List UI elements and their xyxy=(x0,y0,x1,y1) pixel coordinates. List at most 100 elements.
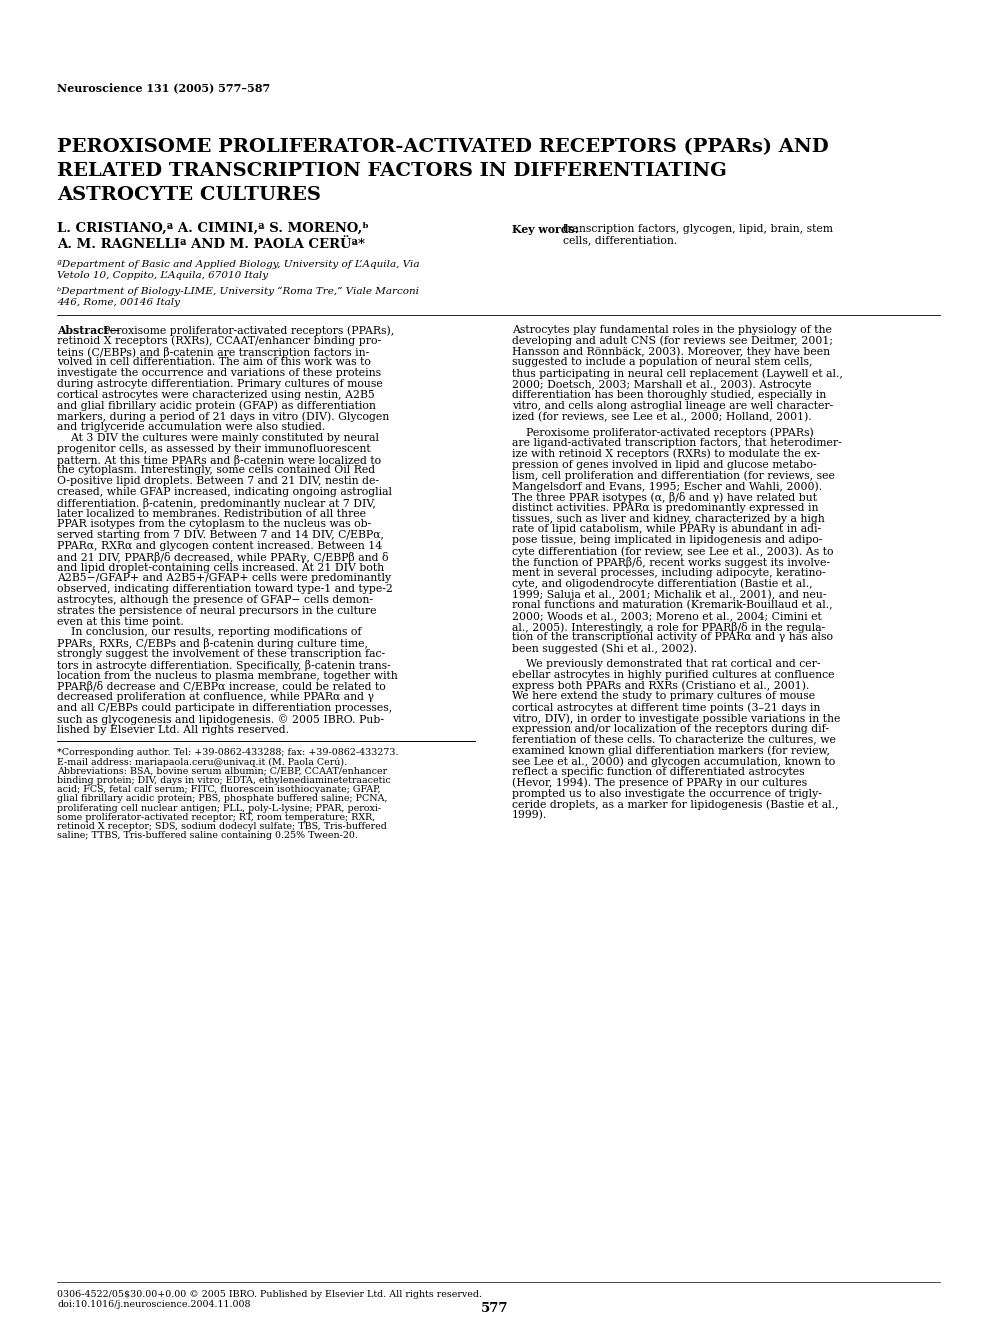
Text: and 21 DIV, PPARβ/δ decreased, while PPARγ, C/EBPβ and δ: and 21 DIV, PPARβ/δ decreased, while PPA… xyxy=(57,552,388,562)
Text: Peroxisome proliferator-activated receptors (PPARs): Peroxisome proliferator-activated recept… xyxy=(512,428,814,438)
Text: ize with retinoid X receptors (RXRs) to modulate the ex-: ize with retinoid X receptors (RXRs) to … xyxy=(512,449,820,459)
Text: At 3 DIV the cultures were mainly constituted by neural: At 3 DIV the cultures were mainly consti… xyxy=(57,433,379,444)
Text: 2000; Doetsch, 2003; Marshall et al., 2003). Astrocyte: 2000; Doetsch, 2003; Marshall et al., 20… xyxy=(512,379,812,389)
Text: see Lee et al., 2000) and glycogen accumulation, known to: see Lee et al., 2000) and glycogen accum… xyxy=(512,756,836,767)
Text: ᵇDepartment of Biology-LIME, University “Roma Tre,” Viale Marconi: ᵇDepartment of Biology-LIME, University … xyxy=(57,286,419,296)
Text: ªDepartment of Basic and Applied Biology, University of L’Aquila, Via: ªDepartment of Basic and Applied Biology… xyxy=(57,260,420,269)
Text: tion of the transcriptional activity of PPARα and γ has also: tion of the transcriptional activity of … xyxy=(512,632,833,643)
Text: Vetolo 10, Coppito, L’Aquila, 67010 Italy: Vetolo 10, Coppito, L’Aquila, 67010 Ital… xyxy=(57,271,268,280)
Text: pose tissue, being implicated in lipidogenesis and adipo-: pose tissue, being implicated in lipidog… xyxy=(512,535,823,545)
Text: PPAR isotypes from the cytoplasm to the nucleus was ob-: PPAR isotypes from the cytoplasm to the … xyxy=(57,519,371,529)
Text: rate of lipid catabolism, while PPARγ is abundant in adi-: rate of lipid catabolism, while PPARγ is… xyxy=(512,524,821,535)
Text: been suggested (Shi et al., 2002).: been suggested (Shi et al., 2002). xyxy=(512,643,697,653)
Text: Neuroscience 131 (2005) 577–587: Neuroscience 131 (2005) 577–587 xyxy=(57,82,270,92)
Text: reflect a specific function of differentiated astrocytes: reflect a specific function of different… xyxy=(512,767,805,777)
Text: acid; FCS, fetal calf serum; FITC, fluorescein isothiocyanate; GFAP,: acid; FCS, fetal calf serum; FITC, fluor… xyxy=(57,785,380,795)
Text: location from the nucleus to plasma membrane, together with: location from the nucleus to plasma memb… xyxy=(57,671,398,681)
Text: the cytoplasm. Interestingly, some cells contained Oil Red: the cytoplasm. Interestingly, some cells… xyxy=(57,466,375,475)
Text: 446, Rome, 00146 Italy: 446, Rome, 00146 Italy xyxy=(57,298,180,308)
Text: such as glycogenesis and lipidogenesis. © 2005 IBRO. Pub-: such as glycogenesis and lipidogenesis. … xyxy=(57,714,384,725)
Text: examined known glial differentiation markers (for review,: examined known glial differentiation mar… xyxy=(512,746,830,756)
Text: E-mail address: mariapaola.ceru@univaq.it (M. Paola Cerú).: E-mail address: mariapaola.ceru@univaq.i… xyxy=(57,758,347,767)
Text: strongly suggest the involvement of these transcription fac-: strongly suggest the involvement of thes… xyxy=(57,649,385,659)
Text: cortical astrocytes were characterized using nestin, A2B5: cortical astrocytes were characterized u… xyxy=(57,389,375,400)
Text: developing and adult CNS (for reviews see Deitmer, 2001;: developing and adult CNS (for reviews se… xyxy=(512,335,833,346)
Text: cyte, and oligodendrocyte differentiation (Bastie et al.,: cyte, and oligodendrocyte differentiatio… xyxy=(512,578,813,589)
Text: Mangelsdorf and Evans, 1995; Escher and Wahli, 2000).: Mangelsdorf and Evans, 1995; Escher and … xyxy=(512,482,822,492)
Text: volved in cell differentiation. The aim of this work was to: volved in cell differentiation. The aim … xyxy=(57,358,371,367)
Text: during astrocyte differentiation. Primary cultures of mouse: during astrocyte differentiation. Primar… xyxy=(57,379,383,389)
Text: 2000; Woods et al., 2003; Moreno et al., 2004; Cimini et: 2000; Woods et al., 2003; Moreno et al.,… xyxy=(512,611,822,620)
Text: *Corresponding author. Tel: +39-0862-433288; fax: +39-0862-433273.: *Corresponding author. Tel: +39-0862-433… xyxy=(57,748,399,758)
Text: 1999).: 1999). xyxy=(512,810,547,821)
Text: ronal functions and maturation (Kremarik-Bouillaud et al.,: ronal functions and maturation (Kremarik… xyxy=(512,601,833,610)
Text: glial fibrillary acidic protein; PBS, phosphate buffered saline; PCNA,: glial fibrillary acidic protein; PBS, ph… xyxy=(57,795,387,804)
Text: creased, while GFAP increased, indicating ongoing astroglial: creased, while GFAP increased, indicatin… xyxy=(57,487,392,498)
Text: Peroxisome proliferator-activated receptors (PPARs),: Peroxisome proliferator-activated recept… xyxy=(103,325,394,335)
Text: differentiation. β-catenin, predominantly nuclear at 7 DIV,: differentiation. β-catenin, predominantl… xyxy=(57,498,376,508)
Text: The three PPAR isotypes (α, β/δ and γ) have related but: The three PPAR isotypes (α, β/δ and γ) h… xyxy=(512,492,817,503)
Text: suggested to include a population of neural stem cells,: suggested to include a population of neu… xyxy=(512,358,813,367)
Text: RELATED TRANSCRIPTION FACTORS IN DIFFERENTIATING: RELATED TRANSCRIPTION FACTORS IN DIFFERE… xyxy=(57,162,727,180)
Text: are ligand-activated transcription factors, that heterodimer-: are ligand-activated transcription facto… xyxy=(512,438,842,447)
Text: ebellar astrocytes in highly purified cultures at confluence: ebellar astrocytes in highly purified cu… xyxy=(512,669,835,680)
Text: strates the persistence of neural precursors in the culture: strates the persistence of neural precur… xyxy=(57,606,376,616)
Text: lished by Elsevier Ltd. All rights reserved.: lished by Elsevier Ltd. All rights reser… xyxy=(57,725,289,735)
Text: express both PPARs and RXRs (Cristiano et al., 2001).: express both PPARs and RXRs (Cristiano e… xyxy=(512,681,810,692)
Text: served starting from 7 DIV. Between 7 and 14 DIV, C/EBPα,: served starting from 7 DIV. Between 7 an… xyxy=(57,531,384,540)
Text: pression of genes involved in lipid and glucose metabo-: pression of genes involved in lipid and … xyxy=(512,459,817,470)
Text: 0306-4522/05$30.00+0.00 © 2005 IBRO. Published by Elsevier Ltd. All rights reser: 0306-4522/05$30.00+0.00 © 2005 IBRO. Pub… xyxy=(57,1290,482,1299)
Text: decreased proliferation at confluence, while PPARα and γ: decreased proliferation at confluence, w… xyxy=(57,692,374,702)
Text: ized (for reviews, see Lee et al., 2000; Holland, 2001).: ized (for reviews, see Lee et al., 2000;… xyxy=(512,412,812,422)
Text: pattern. At this time PPARs and β-catenin were localized to: pattern. At this time PPARs and β-cateni… xyxy=(57,454,381,466)
Text: prompted us to also investigate the occurrence of trigly-: prompted us to also investigate the occu… xyxy=(512,788,822,799)
Text: A. M. RAGNELLIª AND M. PAOLA CERÜª*: A. M. RAGNELLIª AND M. PAOLA CERÜª* xyxy=(57,238,365,251)
Text: lism, cell proliferation and differentiation (for reviews, see: lism, cell proliferation and differentia… xyxy=(512,470,835,480)
Text: We here extend the study to primary cultures of mouse: We here extend the study to primary cult… xyxy=(512,692,815,701)
Text: We previously demonstrated that rat cortical and cer-: We previously demonstrated that rat cort… xyxy=(512,659,821,669)
Text: 1999; Saluja et al., 2001; Michalik et al., 2001), and neu-: 1999; Saluja et al., 2001; Michalik et a… xyxy=(512,589,827,599)
Text: PPARα, RXRα and glycogen content increased. Between 14: PPARα, RXRα and glycogen content increas… xyxy=(57,541,382,550)
Text: distinct activities. PPARα is predominantly expressed in: distinct activities. PPARα is predominan… xyxy=(512,503,819,512)
Text: saline; TTBS, Tris-buffered saline containing 0.25% Tween-20.: saline; TTBS, Tris-buffered saline conta… xyxy=(57,832,357,841)
Text: differentiation has been thoroughly studied, especially in: differentiation has been thoroughly stud… xyxy=(512,389,827,400)
Text: astrocytes, although the presence of GFAP− cells demon-: astrocytes, although the presence of GFA… xyxy=(57,595,373,605)
Text: teins (C/EBPs) and β-catenin are transcription factors in-: teins (C/EBPs) and β-catenin are transcr… xyxy=(57,347,369,358)
Text: retinoid X receptors (RXRs), CCAAT/enhancer binding pro-: retinoid X receptors (RXRs), CCAAT/enhan… xyxy=(57,335,381,346)
Text: al., 2005). Interestingly, a role for PPARβ/δ in the regula-: al., 2005). Interestingly, a role for PP… xyxy=(512,622,826,632)
Text: A2B5−/GFAP+ and A2B5+/GFAP+ cells were predominantly: A2B5−/GFAP+ and A2B5+/GFAP+ cells were p… xyxy=(57,573,391,583)
Text: some proliferator-activated receptor; RT, room temperature; RXR,: some proliferator-activated receptor; RT… xyxy=(57,813,375,822)
Text: cyte differentiation (for review, see Lee et al., 2003). As to: cyte differentiation (for review, see Le… xyxy=(512,546,834,557)
Text: thus participating in neural cell replacement (Laywell et al.,: thus participating in neural cell replac… xyxy=(512,368,842,379)
Text: O-positive lipid droplets. Between 7 and 21 DIV, nestin de-: O-positive lipid droplets. Between 7 and… xyxy=(57,477,379,486)
Text: tors in astrocyte differentiation. Specifically, β-catenin trans-: tors in astrocyte differentiation. Speci… xyxy=(57,660,391,671)
Text: ferentiation of these cells. To characterize the cultures, we: ferentiation of these cells. To characte… xyxy=(512,735,836,744)
Text: L. CRISTIANO,ª A. CIMINI,ª S. MORENO,ᵇ: L. CRISTIANO,ª A. CIMINI,ª S. MORENO,ᵇ xyxy=(57,222,369,235)
Text: (Hevor, 1994). The presence of PPARγ in our cultures: (Hevor, 1994). The presence of PPARγ in … xyxy=(512,777,807,788)
Text: the function of PPARβ/δ, recent works suggest its involve-: the function of PPARβ/δ, recent works su… xyxy=(512,557,830,568)
Text: expression and/or localization of the receptors during dif-: expression and/or localization of the re… xyxy=(512,723,829,734)
Text: doi:10.1016/j.neuroscience.2004.11.008: doi:10.1016/j.neuroscience.2004.11.008 xyxy=(57,1300,250,1309)
Text: and lipid droplet-containing cells increased. At 21 DIV both: and lipid droplet-containing cells incre… xyxy=(57,562,384,573)
Text: ceride droplets, as a marker for lipidogenesis (Bastie et al.,: ceride droplets, as a marker for lipidog… xyxy=(512,800,839,810)
Text: PPARβ/δ decrease and C/EBPα increase, could be related to: PPARβ/δ decrease and C/EBPα increase, co… xyxy=(57,681,386,693)
Text: Abstract—: Abstract— xyxy=(57,325,120,337)
Text: PEROXISOME PROLIFERATOR-ACTIVATED RECEPTORS (PPARs) AND: PEROXISOME PROLIFERATOR-ACTIVATED RECEPT… xyxy=(57,139,829,156)
Text: cortical astrocytes at different time points (3–21 days in: cortical astrocytes at different time po… xyxy=(512,702,821,713)
Text: observed, indicating differentiation toward type-1 and type-2: observed, indicating differentiation tow… xyxy=(57,585,393,594)
Text: even at this time point.: even at this time point. xyxy=(57,616,184,627)
Text: PPARs, RXRs, C/EBPs and β-catenin during culture time,: PPARs, RXRs, C/EBPs and β-catenin during… xyxy=(57,638,368,649)
Text: Abbreviations: BSA, bovine serum albumin; C/EBP, CCAAT/enhancer: Abbreviations: BSA, bovine serum albumin… xyxy=(57,767,387,776)
Text: tissues, such as liver and kidney, characterized by a high: tissues, such as liver and kidney, chara… xyxy=(512,513,825,524)
Text: Hansson and Rönnbäck, 2003). Moreover, they have been: Hansson and Rönnbäck, 2003). Moreover, t… xyxy=(512,347,831,358)
Text: 577: 577 xyxy=(481,1302,509,1315)
Text: vitro, DIV), in order to investigate possible variations in the: vitro, DIV), in order to investigate pos… xyxy=(512,713,841,723)
Text: ASTROCYTE CULTURES: ASTROCYTE CULTURES xyxy=(57,186,321,205)
Text: and triglyceride accumulation were also studied.: and triglyceride accumulation were also … xyxy=(57,422,326,432)
Text: progenitor cells, as assessed by their immunofluorescent: progenitor cells, as assessed by their i… xyxy=(57,444,370,454)
Text: retinoid X receptor; SDS, sodium dodecyl sulfate; TBS, Tris-buffered: retinoid X receptor; SDS, sodium dodecyl… xyxy=(57,822,387,832)
Text: binding protein; DIV, days in vitro; EDTA, ethylenediaminetetraacetic: binding protein; DIV, days in vitro; EDT… xyxy=(57,776,391,785)
Text: In conclusion, our results, reporting modifications of: In conclusion, our results, reporting mo… xyxy=(57,627,361,638)
Text: Key words:: Key words: xyxy=(512,224,582,235)
Text: investigate the occurrence and variations of these proteins: investigate the occurrence and variation… xyxy=(57,368,381,379)
